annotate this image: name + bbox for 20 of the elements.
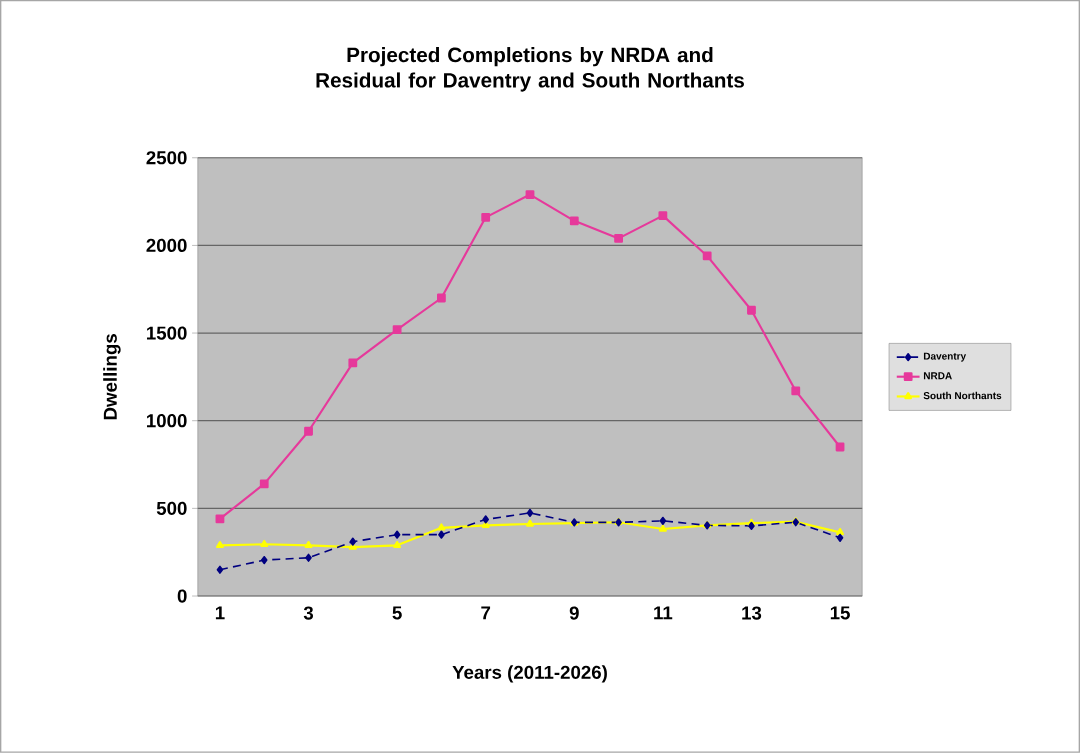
x-tick-label: 13 — [742, 606, 762, 620]
x-tick-label: 7 — [481, 606, 491, 620]
x-tick-label: 1 — [215, 606, 225, 620]
y-tick-label: 2500 — [146, 151, 187, 165]
legend-label: Daventry — [923, 352, 967, 362]
x-axis-title: Years (2011-2026) — [452, 665, 607, 683]
y-tick-label: 2000 — [146, 238, 187, 253]
x-tick-label: 15 — [830, 606, 850, 620]
y-tick-label: 1000 — [147, 414, 187, 428]
x-tick-label: 11 — [654, 606, 673, 620]
x-tick-label: 5 — [392, 606, 402, 620]
chart-title: Projected Completions by NRDA and Residual for Daventry and South Northants — [316, 47, 744, 92]
y-tick-label: 0 — [177, 589, 187, 603]
y-tick-label: 500 — [156, 501, 187, 516]
x-tick-label: 3 — [303, 606, 314, 620]
legend-label: NRDA — [923, 372, 952, 380]
y-axis-title: Dwellings — [103, 334, 121, 420]
x-tick-label: 9 — [569, 606, 579, 620]
legend-label: South Northants — [923, 391, 1002, 400]
y-tick-label: 1500 — [147, 326, 187, 340]
